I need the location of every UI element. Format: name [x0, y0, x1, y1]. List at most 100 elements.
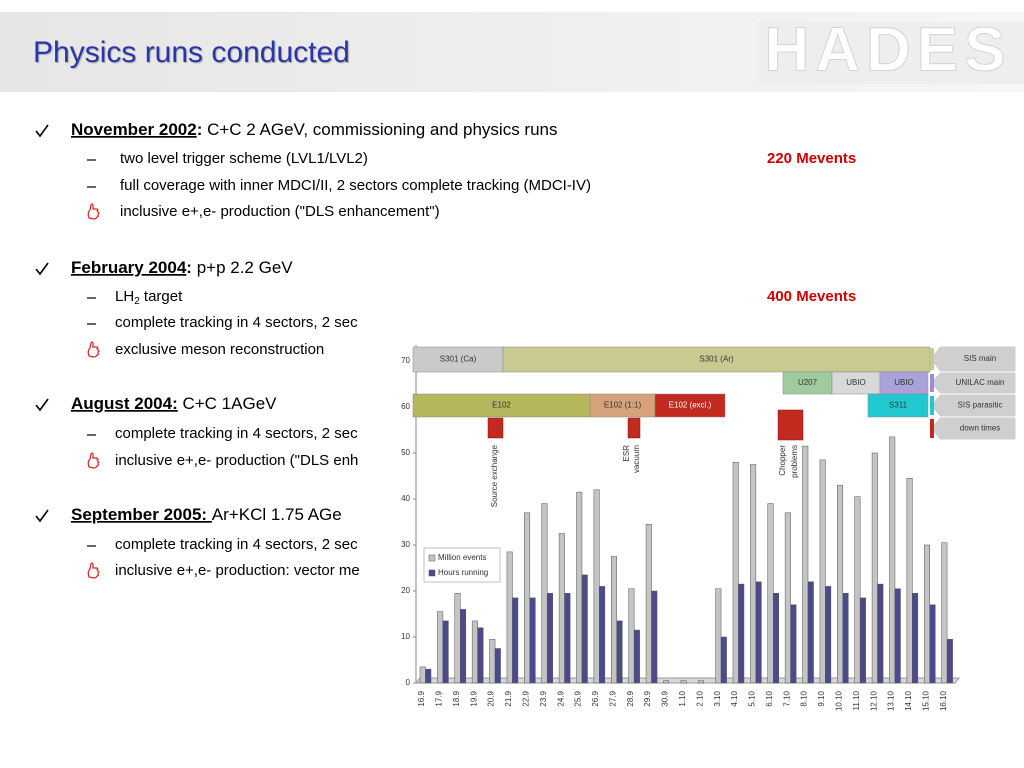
- bar: [923, 544, 930, 684]
- bar: [837, 484, 844, 684]
- bar: [680, 680, 687, 684]
- bar: [524, 512, 531, 684]
- schedule-legend-accent: [930, 419, 934, 438]
- bar: [784, 512, 791, 684]
- bar: [581, 574, 588, 684]
- bar: [807, 581, 814, 684]
- x-tick-label: 23.9: [539, 690, 548, 706]
- check-icon: [35, 509, 49, 523]
- bar: [460, 609, 467, 684]
- schedule-legend-arrow: [929, 371, 1017, 395]
- y-tick-label: 40: [401, 494, 410, 503]
- bar: [471, 620, 478, 684]
- bar: [790, 604, 797, 684]
- bar: [732, 461, 739, 684]
- separator: :: [186, 258, 192, 277]
- x-tick-label: 16.9: [417, 690, 426, 706]
- bar: [506, 551, 513, 684]
- item-main: LH: [115, 288, 134, 305]
- bar: [442, 620, 449, 684]
- bar: [541, 503, 548, 684]
- downtime-marker: [487, 417, 504, 439]
- schedule-legend-label: SIS parasitic: [958, 401, 1003, 410]
- bar: [576, 491, 583, 684]
- bar: [633, 629, 640, 684]
- item-main: complete tracking in 4 sectors, 2 sec: [115, 314, 358, 331]
- bar: [564, 593, 571, 684]
- item-main: inclusive e+,e- production ("DLS enhance…: [120, 203, 440, 220]
- x-tick-label: 19.9: [469, 690, 478, 706]
- bar: [599, 586, 606, 684]
- x-tick-label: 7.10: [782, 690, 791, 706]
- item-text: complete tracking in 4 sectors, 2 sec: [115, 314, 358, 331]
- y-tick-label: 70: [401, 356, 410, 365]
- schedule-block: [654, 393, 726, 418]
- check-icon: [35, 124, 49, 138]
- x-tick-label: 21.9: [504, 690, 513, 706]
- downtime-marker: [627, 417, 641, 439]
- schedule-block: [867, 393, 929, 418]
- item-main: inclusive e+,e- production ("DLS enh: [115, 452, 358, 469]
- bar: [894, 588, 901, 684]
- downtime-marker: [777, 409, 804, 441]
- hand-shape: [87, 341, 100, 358]
- slide-title: Physics runs conducted: [33, 36, 350, 69]
- schedule-legend-accent: [930, 348, 934, 370]
- bar: [819, 459, 826, 684]
- bar: [767, 503, 774, 684]
- x-tick-label: 29.9: [643, 690, 652, 706]
- item-text: full coverage with inner MDCI/II, 2 sect…: [120, 177, 591, 194]
- item-rest: target: [140, 288, 183, 305]
- bar: [419, 666, 426, 684]
- schedule-legend-label: down times: [960, 424, 1000, 433]
- schedule-label: E102: [492, 401, 511, 410]
- schedule-label: U207: [798, 378, 818, 387]
- bar: [651, 590, 658, 684]
- x-tick-label: 13.10: [887, 690, 896, 711]
- schedule-label: UBIO: [894, 378, 914, 387]
- downtime-annotation: Source exchange: [490, 444, 499, 507]
- date: September 2005:: [71, 505, 212, 524]
- hand-icon: [87, 203, 100, 220]
- legend-label: Hours running: [438, 568, 488, 577]
- bar: [946, 639, 953, 684]
- hand-shape: [87, 203, 100, 220]
- schedule-label: E102 (excl.): [669, 401, 712, 410]
- schedule-label: S301 (Ar): [699, 355, 734, 364]
- item-main: inclusive e+,e- production: vector me: [115, 562, 360, 579]
- bar: [715, 588, 722, 684]
- schedule-legend-label: UNILAC main: [956, 378, 1005, 387]
- bar: [477, 627, 484, 684]
- hand-icon: [87, 562, 100, 579]
- y-tick-label: 20: [401, 586, 410, 595]
- bar: [802, 445, 809, 684]
- bar: [494, 648, 501, 684]
- schedule-block: [502, 346, 931, 373]
- item-text: two level trigger scheme (LVL1/LVL2): [120, 150, 368, 167]
- item-text: LH2 target: [115, 288, 183, 307]
- x-tick-label: 2.10: [695, 690, 704, 706]
- schedule-label: S301 (Ca): [440, 355, 477, 364]
- schedule-legend-accent: [930, 374, 934, 392]
- bar: [628, 588, 635, 684]
- bar: [546, 593, 553, 684]
- bar: [529, 597, 536, 684]
- logo-box: [757, 22, 1024, 84]
- item-text: inclusive e+,e- production: vector me: [115, 562, 360, 579]
- y-tick-label: 30: [401, 540, 410, 549]
- item-main: two level trigger scheme (LVL1/LVL2): [120, 150, 368, 167]
- schedule-legend-label: SIS main: [964, 354, 996, 363]
- x-tick-label: 3.10: [713, 690, 722, 706]
- date: February 2004: [71, 258, 187, 277]
- downtime-annotation: Chopper: [778, 445, 787, 476]
- schedule-legend-arrow: [929, 345, 1017, 373]
- x-tick-label: 11.10: [852, 690, 861, 710]
- bar: [738, 583, 745, 684]
- downtime-annotation: ESR: [622, 445, 631, 462]
- x-tick-label: 4.10: [730, 690, 739, 706]
- x-tick-label: 22.9: [522, 690, 531, 706]
- hand-shape: [87, 562, 100, 579]
- x-tick-label: 25.9: [574, 690, 583, 706]
- separator: :: [197, 120, 203, 139]
